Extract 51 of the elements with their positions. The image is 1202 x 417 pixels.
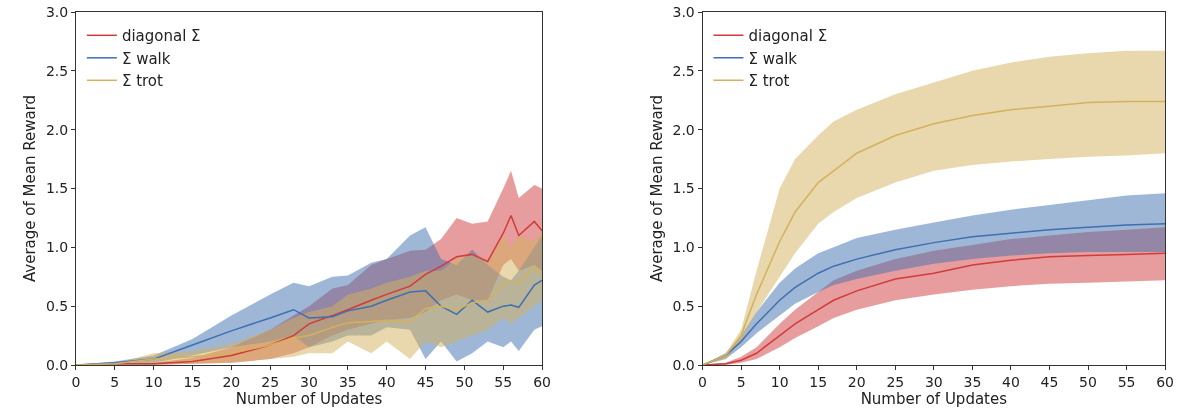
x-tick-label: 45 (1040, 373, 1059, 390)
legend-label: diagonal Σ (748, 27, 828, 46)
y-tick-label: 1.5 (45, 180, 69, 197)
legend-label: diagonal Σ (121, 27, 201, 46)
y-tick-label: 2.5 (45, 62, 69, 79)
x-tick-label: 40 (377, 373, 396, 390)
legend-label: Σ walk (121, 49, 171, 68)
line-series (702, 100, 1166, 365)
y-tick-label: 3.0 (672, 3, 695, 20)
x-tick-label: 10 (770, 373, 789, 390)
x-tick-label: 50 (1079, 373, 1097, 390)
y-tick-label: 0.0 (45, 356, 69, 373)
x-tick-label: 20 (847, 373, 866, 390)
x-tick-label: 15 (183, 373, 202, 390)
x-tick-label: 60 (1156, 373, 1175, 390)
x-axis-title: Number of Updates (235, 389, 383, 408)
y-tick-label: 2.0 (45, 121, 69, 138)
x-tick-label: 25 (261, 373, 280, 390)
x-tick-label: 55 (1117, 373, 1136, 390)
x-tick-label: 5 (110, 373, 120, 390)
x-tick-label: 5 (736, 373, 746, 390)
y-tick-label: 2.5 (672, 62, 695, 79)
y-tick-label: 0.5 (45, 298, 69, 315)
y-tick-label: 1.0 (672, 239, 695, 256)
x-tick-label: 15 (809, 373, 828, 390)
x-tick-label: 0 (698, 373, 708, 390)
y-axis-title: Average of Mean Reward (21, 94, 40, 283)
x-tick-label: 30 (300, 373, 318, 390)
legend-label: Σ trot (748, 72, 790, 91)
y-tick-label: 1.0 (45, 239, 69, 256)
y-tick-label: 0.5 (672, 298, 695, 315)
x-axis-title: Number of Updates (860, 389, 1008, 408)
x-tick-label: 60 (533, 373, 551, 390)
x-tick-label: 35 (963, 373, 982, 390)
x-tick-label: 25 (886, 373, 905, 390)
y-tick-label: 3.0 (45, 3, 69, 20)
x-tick-label: 30 (924, 373, 943, 390)
y-axis-title: Average of Mean Reward (647, 94, 666, 283)
x-tick-label: 55 (494, 373, 513, 390)
x-tick-label: 50 (455, 373, 474, 390)
y-tick-label: 2.0 (672, 121, 695, 138)
y-tick-label: 0.0 (672, 356, 695, 373)
x-tick-label: 40 (1002, 373, 1020, 390)
y-tick-label: 1.5 (672, 180, 695, 197)
legend-label: Σ trot (121, 72, 164, 91)
x-tick-label: 35 (338, 373, 357, 390)
x-tick-label: 0 (71, 373, 81, 390)
legend-label: Σ walk (748, 49, 798, 68)
x-tick-label: 10 (144, 373, 163, 390)
x-tick-label: 45 (416, 373, 435, 390)
x-tick-label: 20 (222, 373, 241, 390)
